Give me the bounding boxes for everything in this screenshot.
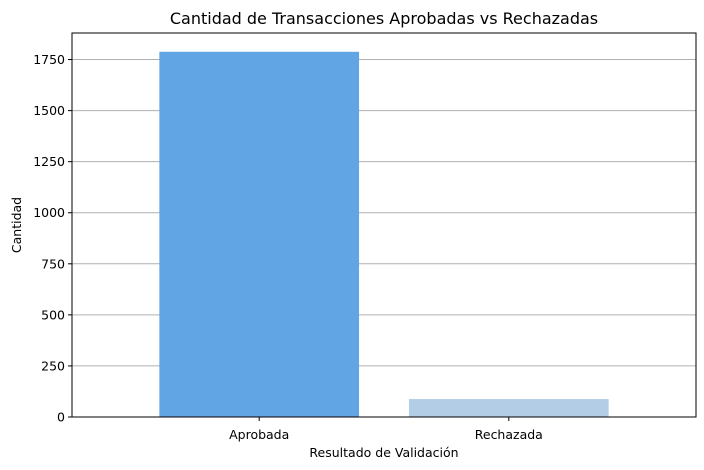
bar-rechazada [408, 399, 609, 417]
y-tick-label: 1250 [33, 154, 65, 169]
y-axis-label: Cantidad [9, 197, 24, 253]
y-tick-label: 500 [41, 307, 65, 322]
y-tick-label: 1750 [33, 52, 65, 67]
chart-title: Cantidad de Transacciones Aprobadas vs R… [170, 9, 598, 28]
bars [159, 51, 609, 417]
x-tick-label: Aprobada [229, 427, 289, 442]
y-tick-label: 750 [41, 256, 65, 271]
x-axis-label: Resultado de Validación [309, 445, 458, 460]
x-axis-ticks: Aprobada Rechazada [229, 417, 543, 442]
bar-aprobada [159, 51, 360, 417]
y-tick-label: 1500 [33, 103, 65, 118]
y-tick-label: 1000 [33, 205, 65, 220]
x-tick-label: Rechazada [475, 427, 543, 442]
plot-area-frame [71, 32, 697, 418]
y-axis-ticks: 0 250 500 750 1000 1250 1500 1750 [33, 52, 72, 425]
y-tick-label: 0 [57, 410, 65, 425]
y-tick-label: 250 [41, 358, 65, 373]
